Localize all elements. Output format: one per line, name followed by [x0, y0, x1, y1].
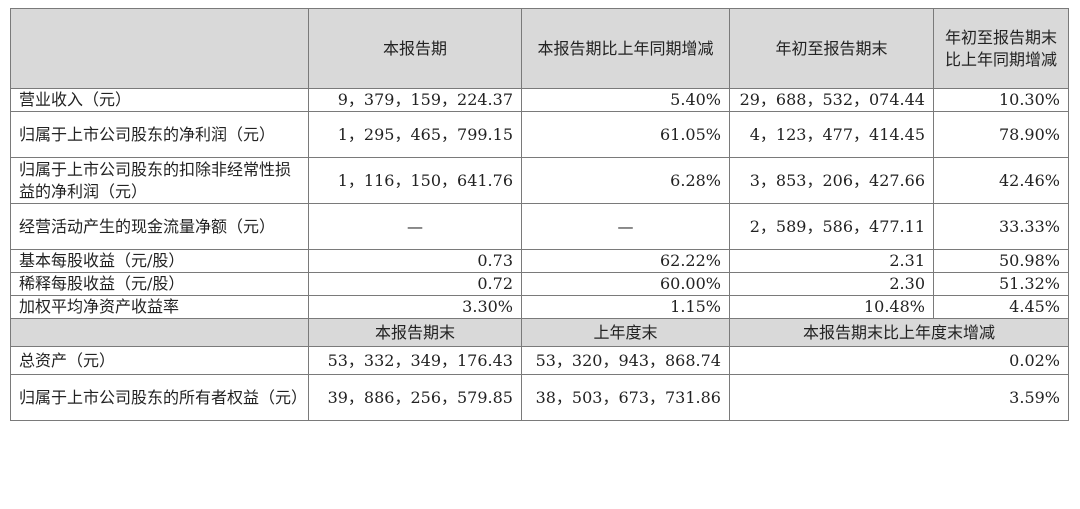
cell-year-to-date: 29，688，532，074.44 — [729, 88, 934, 112]
subheader-prior-year-end: 上年度末 — [521, 318, 730, 347]
cell-year-to-date-change: 4.45% — [933, 295, 1069, 319]
cell-current-period-change: 62.22% — [521, 249, 730, 273]
row-label: 基本每股收益（元/股） — [10, 249, 309, 273]
cell-current-period-change: — — [521, 203, 730, 250]
header-year-to-date-yoy-change: 年初至报告期末比上年同期增减 — [933, 8, 1069, 89]
cell-prior-year-end: 38，503，673，731.86 — [521, 374, 730, 421]
cell-year-to-date-change: 50.98% — [933, 249, 1069, 273]
cell-year-to-date-change: 42.46% — [933, 157, 1069, 204]
table-row: 营业收入（元） 9，379，159，224.37 5.40% 29，688，53… — [10, 88, 1069, 112]
cell-current-period-change: 6.28% — [521, 157, 730, 204]
cell-year-to-date-change: 78.90% — [933, 111, 1069, 158]
cell-change: 0.02% — [729, 346, 1069, 375]
cell-current-period-change: 1.15% — [521, 295, 730, 319]
header-year-to-date: 年初至报告期末 — [729, 8, 934, 89]
table-row: 经营活动产生的现金流量净额（元） — — 2，589，586，477.11 33… — [10, 203, 1069, 250]
cell-current-period: 0.72 — [308, 272, 522, 296]
subheader-blank-cell — [10, 318, 309, 347]
table-row: 归属于上市公司股东的扣除非经常性损益的净利润（元） 1，116，150，641.… — [10, 157, 1069, 204]
cell-year-to-date: 2.31 — [729, 249, 934, 273]
row-label: 经营活动产生的现金流量净额（元） — [10, 203, 309, 250]
row-label: 归属于上市公司股东的所有者权益（元） — [10, 374, 309, 421]
header-blank-cell — [10, 8, 309, 89]
cell-current-period-change: 61.05% — [521, 111, 730, 158]
cell-current-period: 9，379，159，224.37 — [308, 88, 522, 112]
table-row: 加权平均净资产收益率 3.30% 1.15% 10.48% 4.45% — [10, 295, 1069, 319]
header-current-period: 本报告期 — [308, 8, 522, 89]
row-label: 归属于上市公司股东的净利润（元） — [10, 111, 309, 158]
row-label: 归属于上市公司股东的扣除非经常性损益的净利润（元） — [10, 157, 309, 204]
cell-year-to-date: 10.48% — [729, 295, 934, 319]
header-current-period-yoy-change: 本报告期比上年同期增减 — [521, 8, 730, 89]
row-label: 营业收入（元） — [10, 88, 309, 112]
cell-year-to-date-change: 33.33% — [933, 203, 1069, 250]
row-label: 稀释每股收益（元/股） — [10, 272, 309, 296]
table-row: 归属于上市公司股东的净利润（元） 1，295，465，799.15 61.05%… — [10, 111, 1069, 158]
cell-year-to-date: 2，589，586，477.11 — [729, 203, 934, 250]
cell-period-end: 39，886，256，579.85 — [308, 374, 522, 421]
row-label: 总资产（元） — [10, 346, 309, 375]
subheader-change-vs-prior-year-end: 本报告期末比上年度末增减 — [729, 318, 1069, 347]
row-label: 加权平均净资产收益率 — [10, 295, 309, 319]
cell-current-period: 0.73 — [308, 249, 522, 273]
cell-year-to-date: 3，853，206，427.66 — [729, 157, 934, 204]
cell-current-period: 1，295，465，799.15 — [308, 111, 522, 158]
cell-change: 3.59% — [729, 374, 1069, 421]
table-row: 归属于上市公司股东的所有者权益（元） 39，886，256，579.85 38，… — [10, 374, 1069, 421]
cell-current-period-change: 5.40% — [521, 88, 730, 112]
cell-period-end: 53，332，349，176.43 — [308, 346, 522, 375]
cell-current-period-change: 60.00% — [521, 272, 730, 296]
table-row: 总资产（元） 53，332，349，176.43 53，320，943，868.… — [10, 346, 1069, 375]
table-row: 基本每股收益（元/股） 0.73 62.22% 2.31 50.98% — [10, 249, 1069, 273]
subheader-row: 本报告期末 上年度末 本报告期末比上年度末增减 — [10, 318, 1069, 347]
cell-current-period: 3.30% — [308, 295, 522, 319]
cell-year-to-date-change: 10.30% — [933, 88, 1069, 112]
table-row: 稀释每股收益（元/股） 0.72 60.00% 2.30 51.32% — [10, 272, 1069, 296]
cell-current-period: 1，116，150，641.76 — [308, 157, 522, 204]
cell-current-period: — — [308, 203, 522, 250]
header-row: 本报告期 本报告期比上年同期增减 年初至报告期末 年初至报告期末比上年同期增减 — [10, 8, 1069, 89]
cell-prior-year-end: 53，320，943，868.74 — [521, 346, 730, 375]
financial-data-table: 本报告期 本报告期比上年同期增减 年初至报告期末 年初至报告期末比上年同期增减 … — [10, 8, 1069, 421]
subheader-period-end: 本报告期末 — [308, 318, 522, 347]
cell-year-to-date: 2.30 — [729, 272, 934, 296]
cell-year-to-date-change: 51.32% — [933, 272, 1069, 296]
cell-year-to-date: 4，123，477，414.45 — [729, 111, 934, 158]
